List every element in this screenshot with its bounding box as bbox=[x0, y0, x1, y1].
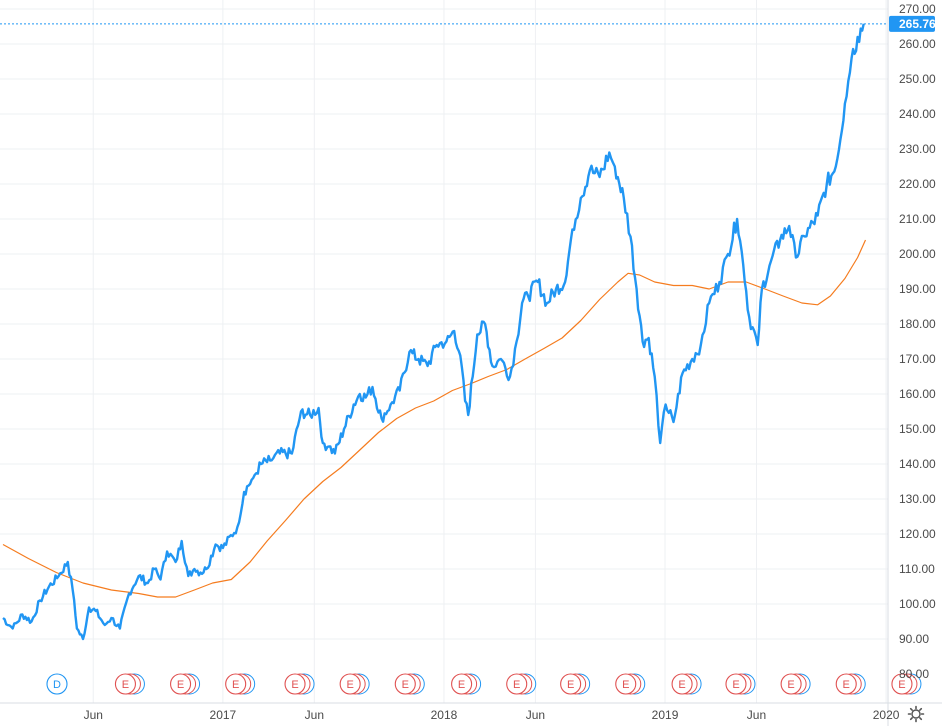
y-tick-label: 80.00 bbox=[899, 667, 929, 681]
grid-lines bbox=[0, 0, 888, 703]
y-tick-label: 270.00 bbox=[899, 2, 936, 16]
event-letter: E bbox=[346, 679, 353, 691]
y-tick-label: 170.00 bbox=[899, 352, 936, 366]
earnings-marker[interactable]: E bbox=[891, 673, 922, 695]
earnings-circle bbox=[671, 673, 693, 695]
earnings-circle bbox=[725, 673, 747, 695]
earnings-marker[interactable]: E bbox=[394, 673, 425, 695]
y-tick-label: 210.00 bbox=[899, 212, 936, 226]
y-tick-label: 90.00 bbox=[899, 632, 929, 646]
earnings-circle bbox=[835, 673, 857, 695]
y-tick-label: 100.00 bbox=[899, 597, 936, 611]
event-letter: E bbox=[291, 679, 298, 691]
y-tick-label: 220.00 bbox=[899, 177, 936, 191]
earnings-circle bbox=[225, 673, 247, 695]
earnings-circle bbox=[780, 673, 802, 695]
earnings-marker[interactable]: E bbox=[560, 673, 591, 695]
x-tick-label: Jun bbox=[526, 708, 545, 722]
y-tick-label: 230.00 bbox=[899, 142, 936, 156]
price-layer bbox=[2, 23, 865, 641]
y-tick-label: 250.00 bbox=[899, 72, 936, 86]
event-letter: E bbox=[458, 679, 465, 691]
event-letter: E bbox=[843, 679, 850, 691]
x-tick-label: Jun bbox=[747, 708, 766, 722]
earnings-marker[interactable]: E bbox=[451, 673, 482, 695]
x-tick-label: 2017 bbox=[210, 708, 237, 722]
event-letter: E bbox=[513, 679, 520, 691]
earnings-marker[interactable]: E bbox=[170, 673, 201, 695]
event-letter: E bbox=[122, 679, 129, 691]
event-letter: E bbox=[622, 679, 629, 691]
earnings-circle bbox=[114, 673, 136, 695]
earnings-marker[interactable]: E bbox=[506, 673, 537, 695]
event-letter: E bbox=[402, 679, 409, 691]
earnings-marker[interactable]: E bbox=[339, 673, 370, 695]
event-letter: E bbox=[177, 679, 184, 691]
earnings-marker[interactable]: E bbox=[671, 673, 702, 695]
earnings-circle bbox=[560, 673, 582, 695]
dividend-circle bbox=[46, 673, 68, 695]
moving-average-layer bbox=[2, 239, 867, 598]
y-tick-label: 190.00 bbox=[899, 282, 936, 296]
event-markers: DEEEEEEEEEEEEEEEE bbox=[46, 673, 922, 695]
event-letter: E bbox=[732, 679, 739, 691]
earnings-marker[interactable]: E bbox=[114, 673, 145, 695]
y-tick-label: 150.00 bbox=[899, 422, 936, 436]
earnings-circle bbox=[506, 673, 528, 695]
y-tick-label: 120.00 bbox=[899, 527, 936, 541]
price-axis[interactable]: 80.00 90.00 100.00 110.00 120.00 130.00 140.00… bbox=[899, 2, 936, 681]
y-tick-label: 130.00 bbox=[899, 492, 936, 506]
y-tick-label: 160.00 bbox=[899, 387, 936, 401]
x-tick-label: Jun bbox=[84, 708, 103, 722]
y-tick-label: 180.00 bbox=[899, 317, 936, 331]
y-tick-label: 200.00 bbox=[899, 247, 936, 261]
price-line bbox=[2, 23, 865, 641]
last-price-tag: 265.76 bbox=[889, 15, 936, 32]
earnings-marker[interactable]: E bbox=[284, 673, 315, 695]
x-tick-label: Jun bbox=[305, 708, 324, 722]
y-tick-label: 260.00 bbox=[899, 37, 936, 51]
y-tick-label: 240.00 bbox=[899, 107, 936, 121]
earnings-marker[interactable]: E bbox=[615, 673, 646, 695]
earnings-circle bbox=[394, 673, 416, 695]
earnings-circle bbox=[451, 673, 473, 695]
x-tick-label: 2018 bbox=[431, 708, 458, 722]
gear-icon[interactable] bbox=[907, 705, 925, 723]
event-letter: E bbox=[898, 679, 905, 691]
earnings-circle bbox=[284, 673, 306, 695]
earnings-marker[interactable]: E bbox=[780, 673, 811, 695]
x-tick-label: 2019 bbox=[652, 708, 679, 722]
earnings-circle bbox=[339, 673, 361, 695]
earnings-circle bbox=[170, 673, 192, 695]
x-tick-label: 2020 bbox=[873, 708, 900, 722]
event-letter: E bbox=[567, 679, 574, 691]
event-letter: D bbox=[53, 679, 61, 691]
last-price-label: 265.76 bbox=[899, 17, 936, 31]
moving-average-line bbox=[2, 239, 867, 598]
earnings-marker[interactable]: E bbox=[835, 673, 866, 695]
time-axis[interactable]: Jun 2017 Jun 2018 Jun 2019 Jun 2020 bbox=[84, 708, 900, 722]
earnings-circle bbox=[615, 673, 637, 695]
event-letter: E bbox=[232, 679, 239, 691]
y-tick-label: 140.00 bbox=[899, 457, 936, 471]
last-price-tag-bg bbox=[889, 15, 935, 32]
earnings-circle bbox=[891, 673, 913, 695]
dividend-marker[interactable]: D bbox=[46, 673, 68, 695]
earnings-marker[interactable]: E bbox=[725, 673, 756, 695]
y-tick-label: 110.00 bbox=[899, 562, 935, 576]
event-letter: E bbox=[678, 679, 685, 691]
event-letter: E bbox=[787, 679, 794, 691]
earnings-marker[interactable]: E bbox=[225, 673, 256, 695]
